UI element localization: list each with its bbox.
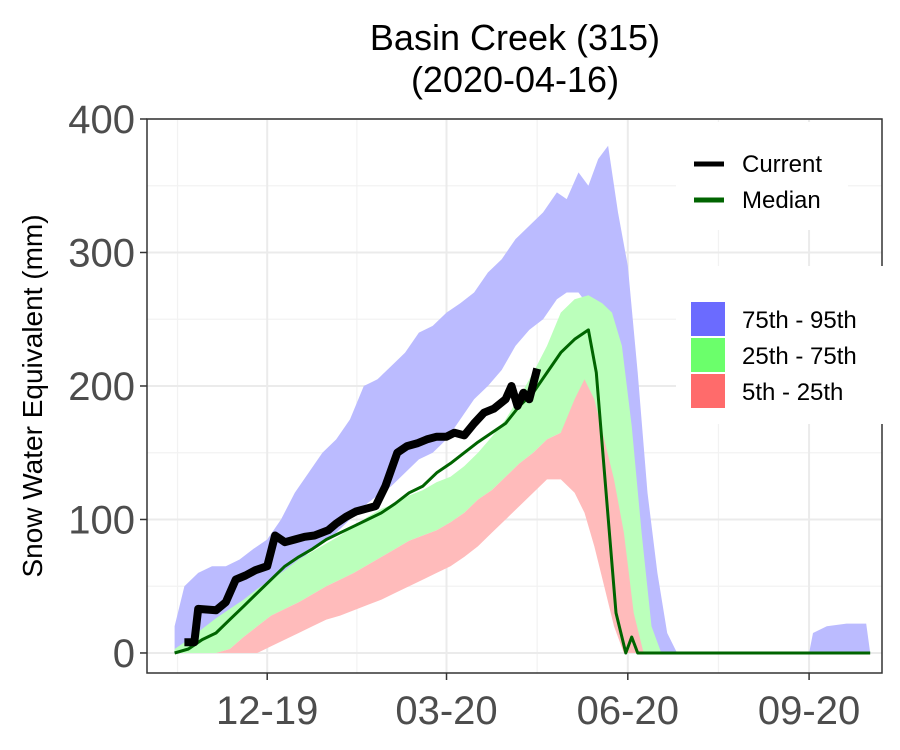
- legend-label-25-75: 25th - 75th: [742, 343, 857, 370]
- legend-lines: Current Median: [676, 122, 848, 230]
- legend-swatch-5-25: [691, 374, 725, 408]
- legend-bands: 75th - 95th 25th - 75th 5th - 25th: [676, 266, 886, 424]
- y-axis: 0 100 200 300 400: [68, 98, 147, 676]
- chart-subtitle: (2020-04-16): [411, 59, 619, 100]
- legend-label-5-25: 5th - 25th: [742, 379, 843, 406]
- y-tick-label: 300: [68, 231, 135, 275]
- y-axis-label: Snow Water Equivalent (mm): [17, 214, 48, 577]
- y-tick-label: 200: [68, 365, 135, 409]
- legend-label-75-95: 75th - 95th: [742, 307, 857, 334]
- x-tick-label: 06-20: [577, 689, 679, 733]
- legend-lines-box: [676, 122, 848, 230]
- chart-title: Basin Creek (315): [370, 17, 660, 58]
- x-tick-label: 12-19: [216, 689, 318, 733]
- legend-swatch-75-95: [691, 302, 725, 336]
- legend-swatch-25-75: [691, 338, 725, 372]
- y-tick-label: 100: [68, 498, 135, 542]
- legend-label-median: Median: [742, 187, 821, 214]
- series-lines: [174, 328, 871, 655]
- y-tick-label: 0: [113, 632, 135, 676]
- legend-label-current: Current: [742, 151, 822, 178]
- median-line: [174, 328, 871, 655]
- x-axis: 12-19 03-20 06-20 09-20: [216, 673, 860, 733]
- x-tick-label: 03-20: [395, 689, 497, 733]
- current-line: [184, 367, 542, 647]
- y-tick-label: 400: [68, 98, 135, 142]
- x-tick-label: 09-20: [758, 689, 860, 733]
